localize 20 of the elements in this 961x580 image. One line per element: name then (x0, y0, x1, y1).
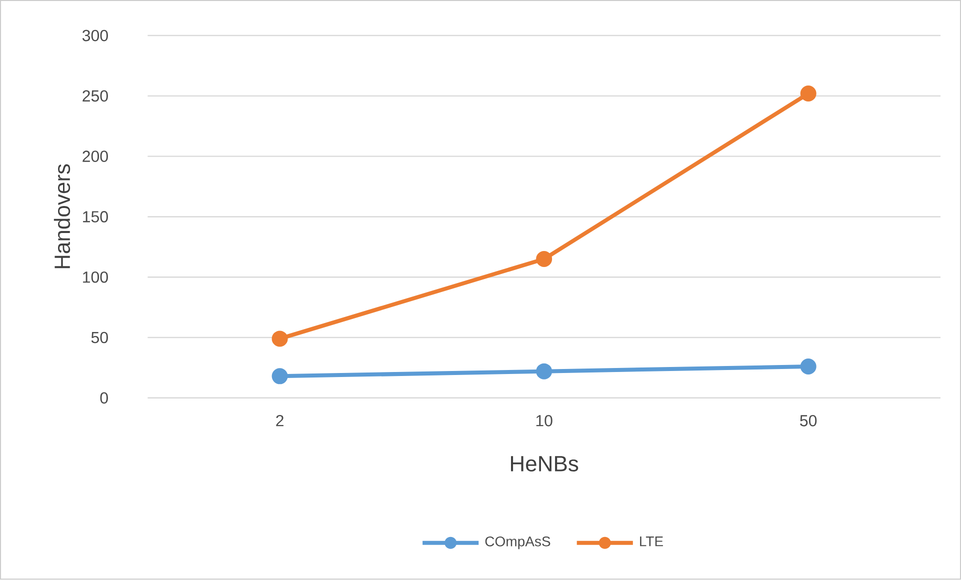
legend-label: COmpAsS (485, 536, 550, 550)
y-tick-label: 250 (82, 90, 108, 102)
y-tick-label: 0 (100, 392, 108, 404)
point (536, 364, 552, 380)
y-tick-label: 100 (83, 272, 108, 283)
y-tick-label: 150 (83, 211, 108, 223)
y-tick-label: 300 (82, 30, 108, 42)
x-axis-title: HeNBs (511, 456, 578, 472)
point (272, 330, 288, 347)
x-tick-label: 50 (800, 415, 817, 427)
point (272, 368, 288, 384)
y-tick-label: 50 (91, 332, 108, 344)
x-tick-label: 10 (536, 415, 552, 427)
y-tick-label: 200 (82, 150, 108, 162)
point (800, 86, 816, 102)
x-tick-label: 2 (276, 415, 284, 426)
point (536, 251, 552, 268)
point (800, 358, 816, 375)
y-axis-title: Handovers (54, 164, 70, 268)
legend-label: LTE (640, 536, 663, 546)
